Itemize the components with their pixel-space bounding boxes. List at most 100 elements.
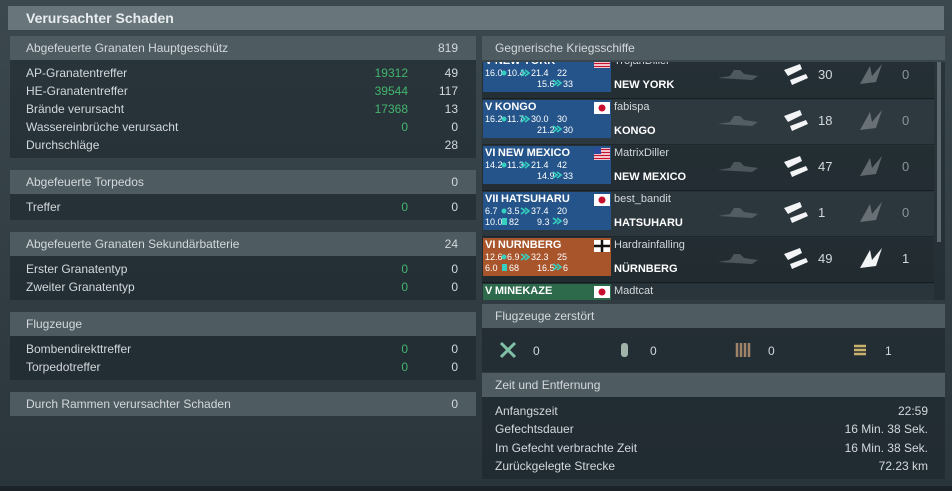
fire-icon bbox=[860, 248, 882, 268]
row-damage: 0 bbox=[401, 360, 408, 374]
row-label: HE-Granatentreffer bbox=[26, 84, 128, 98]
row-label: Erster Granatentyp bbox=[26, 262, 128, 276]
row-damage: 0 bbox=[401, 200, 408, 214]
card-stat: 6 bbox=[563, 263, 569, 273]
row-damage: 0 bbox=[401, 280, 408, 294]
card-stat: 14.2 bbox=[485, 160, 503, 170]
card-stat: 11.7 bbox=[507, 114, 524, 124]
fire-icon bbox=[860, 156, 882, 176]
section-title: Abgefeuerte Granaten Sekundärbatterie bbox=[26, 237, 240, 251]
hit-icon bbox=[784, 202, 808, 223]
row-label: Wassereinbrüche verursacht bbox=[26, 120, 179, 134]
card-name: VI NEW MEXICO bbox=[485, 147, 570, 159]
row-damage: 0 bbox=[401, 342, 408, 356]
section-title: Flugzeuge zerstört bbox=[495, 309, 595, 323]
ship-row: V KONGO 16.2 11.7 30.0 30 21.2 30 fabispa KONGO 1… bbox=[482, 100, 934, 145]
section-title: Abgefeuerte Granaten Hauptgeschütz bbox=[26, 41, 229, 55]
section-title: Abgefeuerte Torpedos bbox=[26, 175, 144, 189]
ship-card: VI NURNBERG 12.6 6.9 32.3 25 6.0 68 16.5 6 bbox=[483, 238, 611, 276]
card-stat: 11.3 bbox=[507, 160, 524, 170]
hit-icon bbox=[784, 248, 808, 269]
section-header: Abgefeuerte Torpedos 0 bbox=[10, 170, 476, 194]
row-count: 0 bbox=[451, 342, 458, 356]
fires: 0 bbox=[902, 113, 910, 128]
card-name: VII HATSUHARU bbox=[485, 193, 570, 205]
plane-icon bbox=[499, 341, 517, 359]
flag bbox=[594, 240, 610, 252]
row-label: Torpedotreffer bbox=[26, 360, 101, 374]
card-icon bbox=[552, 79, 563, 87]
card-icon bbox=[501, 208, 507, 214]
row-label: AP-Granatentreffer bbox=[26, 66, 128, 80]
title: Verursachter Schaden bbox=[26, 10, 174, 26]
card-icon bbox=[552, 171, 563, 179]
card-stat: 21.4 bbox=[531, 68, 549, 78]
hits: 30 bbox=[818, 67, 833, 82]
plane-count: 1 bbox=[885, 344, 892, 358]
card-ship: KONGO bbox=[494, 101, 537, 113]
player-name: Hardrainfalling bbox=[614, 239, 685, 251]
card-stat: 14.9 bbox=[537, 171, 555, 181]
card-name: V MINEKAZE bbox=[485, 285, 552, 297]
section-title: Flugzeuge bbox=[26, 317, 83, 331]
flag bbox=[594, 62, 610, 68]
card-icon bbox=[501, 116, 507, 122]
card-icon bbox=[520, 207, 531, 215]
card-tier: V bbox=[485, 62, 492, 67]
card-tier: VII bbox=[485, 193, 499, 205]
time-value: 16 Min. 38 Sek. bbox=[844, 422, 928, 437]
row-label: Durchschläge bbox=[26, 138, 100, 152]
card-stat: 16.5 bbox=[537, 263, 555, 273]
fires: 1 bbox=[902, 251, 910, 266]
scrollbar bbox=[937, 62, 941, 242]
card-stat: 82 bbox=[509, 217, 520, 227]
card-stat: 9 bbox=[563, 217, 569, 227]
card-stat: 33 bbox=[563, 79, 574, 89]
row-count: 0 bbox=[451, 120, 458, 134]
card-name: V NEW YORK bbox=[485, 62, 555, 67]
hits: 1 bbox=[818, 205, 826, 220]
row-label: Treffer bbox=[26, 200, 61, 214]
card-tier: V bbox=[485, 101, 493, 113]
flag bbox=[594, 148, 610, 160]
plane-icon bbox=[735, 343, 751, 357]
section-title: Zeit und Entfernung bbox=[495, 378, 601, 392]
plane-count: 0 bbox=[650, 344, 657, 358]
ship-row: VII HATSUHARU 6.7 3.5 37.4 20 10.0 82 9.3 9 best_… bbox=[482, 192, 934, 237]
player-name: TrojanDiller bbox=[614, 62, 670, 67]
row-label: Zweiter Granatentyp bbox=[26, 280, 135, 294]
card-stat: 68 bbox=[509, 263, 520, 273]
ship-name: NÜRNBERG bbox=[614, 263, 678, 275]
row-damage: 0 bbox=[401, 262, 408, 276]
card-stat: 37.4 bbox=[531, 206, 549, 216]
card-stat: 10.4 bbox=[507, 68, 525, 78]
player-name: best_bandit bbox=[614, 193, 671, 205]
card-stat: 30 bbox=[563, 125, 574, 135]
card-ship: NURNBERG bbox=[497, 239, 562, 251]
hit-icon bbox=[784, 64, 808, 85]
section-header: Abgefeuerte Granaten Sekundärbatterie 24 bbox=[10, 232, 476, 256]
fire-icon bbox=[860, 110, 882, 130]
row-label: Brände verursacht bbox=[26, 102, 125, 116]
ship-card: V KONGO 16.2 11.7 30.0 30 21.2 30 bbox=[483, 100, 611, 138]
card-name: V KONGO bbox=[485, 101, 536, 113]
ship-row: VI NEW MEXICO 14.2 11.3 21.4 42 14.9 33 MatrixD… bbox=[482, 146, 934, 191]
hits: 49 bbox=[818, 251, 833, 266]
fires: 0 bbox=[902, 67, 910, 82]
row-count: 0 bbox=[451, 200, 458, 214]
ship-name: NEW YORK bbox=[614, 79, 675, 91]
row-label: Bombendirekttreffer bbox=[26, 342, 132, 356]
time-value: 22:59 bbox=[897, 404, 928, 418]
row-damage: 17368 bbox=[374, 102, 408, 116]
card-tier: VI bbox=[485, 147, 496, 159]
card-icon bbox=[501, 70, 507, 76]
hit-icon bbox=[784, 110, 808, 131]
fire-icon bbox=[860, 202, 882, 222]
ship-silhouette bbox=[718, 162, 758, 172]
card-stat: 33 bbox=[563, 171, 574, 181]
time-label: Zurückgelegte Strecke bbox=[495, 458, 616, 473]
card-stat: 30.0 bbox=[531, 114, 549, 124]
plane-count: 0 bbox=[533, 344, 540, 358]
ship-card: VII HATSUHARU 6.7 3.5 37.4 20 10.0 82 9.3 9 bbox=[483, 192, 611, 230]
card-icon bbox=[520, 69, 531, 77]
